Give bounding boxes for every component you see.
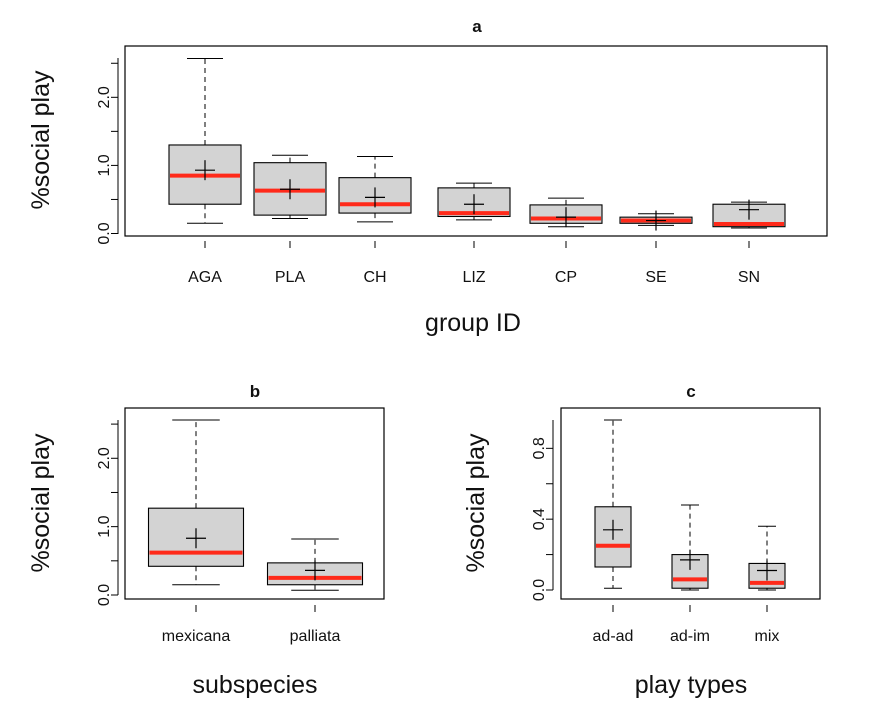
panel-b-category-label: mexicana: [162, 628, 231, 645]
panel-c-y-tick-label: 0.0: [531, 579, 548, 601]
panel-b-box-mexicana: [147, 419, 245, 586]
panel-a-category-label: AGA: [188, 269, 222, 286]
panel-b-y-tick-label: 0.0: [96, 584, 113, 606]
panel-b-y-tick-label: 1.0: [96, 515, 113, 537]
panel-c-y-tick-label: 0.4: [531, 508, 548, 530]
panel-b-frame: [124, 407, 385, 600]
panel-a-box-liz: [437, 182, 511, 221]
panel-a-y-tick-label: 0.0: [96, 222, 113, 244]
panel-a-box-ch: [338, 156, 412, 223]
panel-a-title: a: [472, 17, 482, 36]
panel-c-title: c: [686, 382, 695, 401]
panel-c: c 0.0 0.4 0.8 ad-ad ad-im mix %social play p…: [462, 382, 821, 699]
panel-c-category-label: ad-ad: [593, 628, 634, 645]
panel-a-box-aga: [168, 58, 242, 224]
panel-c-x-label: play types: [635, 671, 748, 699]
panel-a-x-axis: AGA PLA CH LIZ CP SE SN: [188, 241, 760, 286]
panel-b-boxes: [147, 419, 364, 591]
panel-c-box-ad-im: [671, 504, 709, 591]
panel-b-category-label: palliata: [290, 628, 341, 645]
panel-a-boxes: [168, 58, 786, 231]
panel-c-box-ad-ad: [594, 419, 632, 589]
panel-a-y-label: %social play: [27, 70, 55, 209]
panel-b: b 0.0 1.0 2.0 mexicana palliata %social pla…: [27, 382, 385, 699]
panel-c-category-label: mix: [755, 628, 780, 645]
panel-c-y-label: %social play: [462, 433, 490, 572]
panel-c-x-axis: ad-ad ad-im mix: [593, 605, 780, 645]
panel-b-x-label: subspecies: [192, 671, 317, 699]
panel-a-y-tick-label: 2.0: [96, 86, 113, 108]
panel-a-frame: [124, 45, 828, 237]
panel-c-y-tick-label: 0.8: [531, 437, 548, 459]
panel-b-y-axis: 0.0 1.0 2.0: [96, 420, 119, 606]
panel-a-category-label: SN: [738, 269, 760, 286]
panel-a-category-label: LIZ: [462, 269, 485, 286]
panel-a-category-label: CP: [555, 269, 577, 286]
panel-c-y-axis: 0.0 0.4 0.8: [531, 420, 554, 601]
panel-a-category-label: PLA: [275, 269, 306, 286]
panel-b-y-tick-label: 2.0: [96, 447, 113, 469]
panel-c-frame: [560, 407, 821, 600]
panel-a-y-tick-label: 1.0: [96, 154, 113, 176]
panel-a-box-sn: [712, 199, 786, 229]
panel-c-boxes: [594, 419, 786, 591]
panel-a: a 0.0 1.0 2.0 AGA PLA CH LIZ CP SE SN %social pl…: [27, 17, 828, 337]
panel-a-box-pla: [253, 154, 327, 220]
panel-c-box-mix: [748, 525, 786, 591]
panel-c-category-label: ad-im: [670, 628, 710, 645]
panel-b-y-label: %social play: [27, 433, 55, 572]
panel-b-x-axis: mexicana palliata: [162, 605, 341, 645]
panel-a-box-se: [619, 210, 693, 231]
panel-a-box-cp: [529, 197, 603, 228]
iqr-box: [147, 507, 245, 567]
panel-a-y-axis: 0.0 1.0 2.0: [96, 58, 119, 245]
panel-a-category-label: CH: [363, 269, 386, 286]
panel-a-category-label: SE: [645, 269, 666, 286]
panel-b-box-palliata: [266, 538, 364, 591]
panel-a-x-label: group ID: [425, 309, 521, 337]
panel-b-title: b: [250, 382, 260, 401]
